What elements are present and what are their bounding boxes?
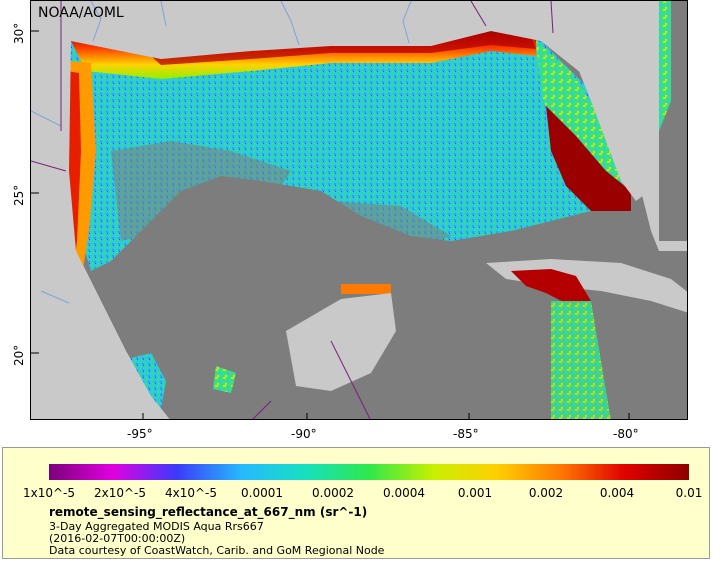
colorbar [49, 464, 689, 480]
x-tick-label: -85° [453, 427, 479, 441]
x-tick-label: -90° [291, 427, 317, 441]
colorbar-tick-label: 0.002 [528, 486, 564, 500]
colorbar-tick-label: 0.001 [457, 486, 493, 500]
sst-map-image [31, 1, 687, 419]
colorbar-tick-label: 0.004 [599, 486, 635, 500]
dataset-time: (2016-02-07T00:00:00Z) [49, 532, 186, 545]
y-tick-label: 30° [12, 22, 26, 44]
colorbar-tick-label: 4x10^-5 [164, 486, 218, 500]
data-courtesy: Data courtesy of CoastWatch, Carib. and … [49, 544, 385, 557]
colorbar-tick-label: 0.0001 [241, 486, 283, 500]
dataset-title: 3-Day Aggregated MODIS Aqua Rrs667 [49, 520, 264, 533]
colorbar-tick-label: 0.0004 [383, 486, 425, 500]
x-tick-label: -95° [127, 427, 153, 441]
legend-panel: 1x10^-5 2x10^-5 4x10^-5 0.0001 0.0002 0.… [2, 447, 710, 559]
variable-name: remote_sensing_reflectance_at_667_nm (sr… [49, 505, 368, 519]
y-tick-label: 20° [12, 344, 26, 366]
map-credit: NOAA/AOML [38, 5, 124, 21]
colorbar-tick-label: 0.0002 [312, 486, 354, 500]
x-tick-label: -80° [613, 427, 639, 441]
colorbar-tick-label: 1x10^-5 [22, 486, 76, 500]
y-tick-label: 25° [12, 184, 26, 206]
map-panel[interactable]: NOAA/AOML [30, 0, 688, 420]
colorbar-tick-label: 2x10^-5 [93, 486, 147, 500]
colorbar-tick-label: 0.01 [675, 486, 703, 500]
